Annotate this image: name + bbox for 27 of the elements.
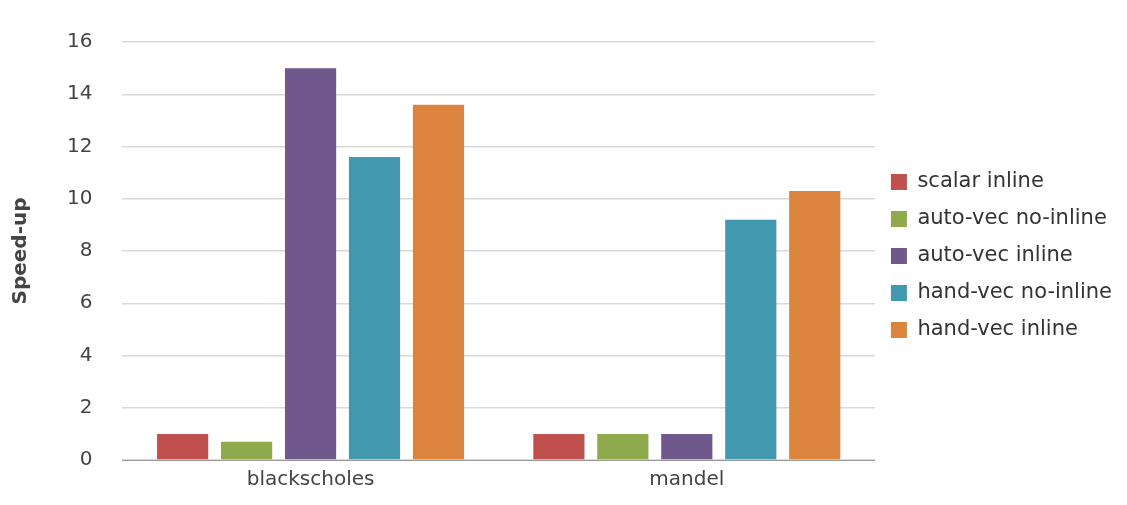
x-tick-label: blackscholes <box>246 466 375 491</box>
bar <box>789 190 841 460</box>
legend-label: hand-vec no-inline <box>917 279 1113 304</box>
y-tick-label: 2 <box>79 393 93 418</box>
x-tick-label: mandel <box>649 466 725 491</box>
bar <box>284 68 337 460</box>
bar <box>348 156 401 460</box>
bar <box>412 104 465 460</box>
bar <box>533 433 585 460</box>
bar <box>221 441 273 460</box>
bar <box>157 433 209 460</box>
y-tick-label: 14 <box>67 80 93 105</box>
y-tick-label: 12 <box>67 132 93 157</box>
legend-label: hand-vec inline <box>917 316 1078 341</box>
y-tick-label: 8 <box>79 237 93 262</box>
y-tick-label: 6 <box>79 289 93 314</box>
y-tick-label: 10 <box>67 184 93 209</box>
bar <box>725 219 777 460</box>
y-axis-title: Speed-up <box>7 197 32 305</box>
bar <box>597 433 649 460</box>
legend-label: auto-vec no-inline <box>917 205 1107 230</box>
legend-label: auto-vec inline <box>917 242 1073 267</box>
y-tick-label: 4 <box>79 341 93 366</box>
bar <box>661 433 713 460</box>
y-tick-label: 0 <box>79 446 93 471</box>
legend-label: scalar inline <box>917 168 1044 193</box>
y-tick-label: 16 <box>67 28 93 53</box>
